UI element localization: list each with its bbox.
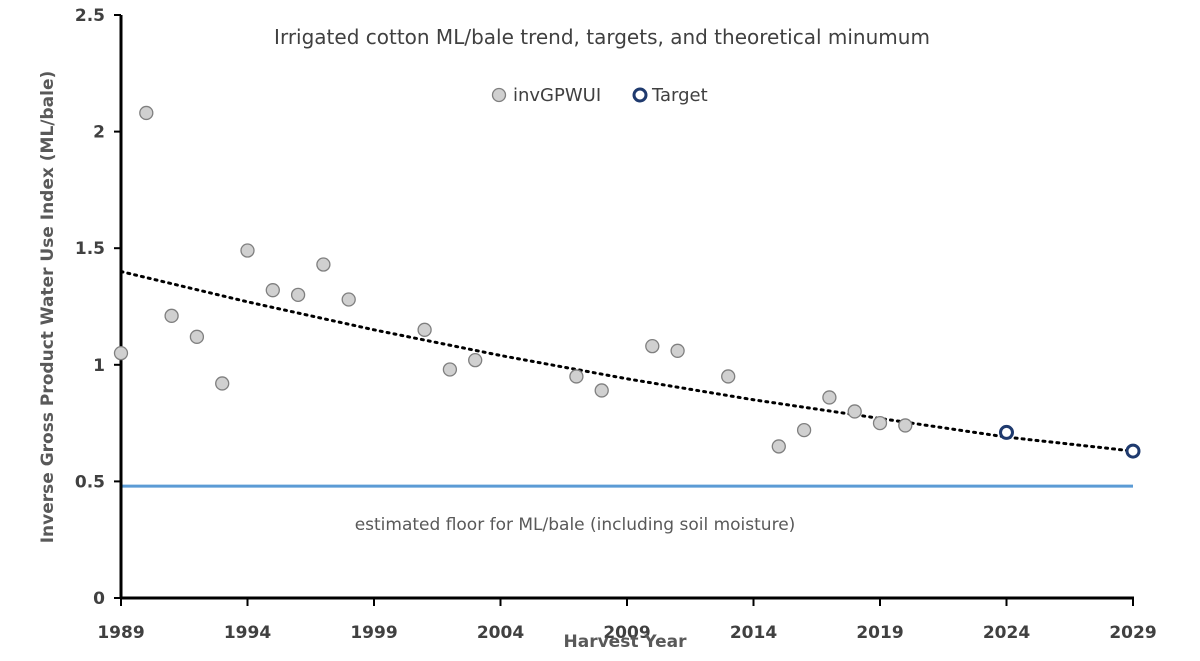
target-point: [999, 424, 1014, 440]
x-axis-title: Harvest Year: [564, 632, 688, 652]
invgpwui-point: [847, 404, 862, 419]
invgpwui-point: [113, 345, 129, 361]
y-tick-label: 0: [93, 589, 105, 609]
x-tick-label: 2019: [856, 623, 903, 643]
invgpwui-point: [771, 439, 786, 454]
x-tick-label: 2009: [603, 623, 650, 643]
legend-label-target: Target: [651, 85, 708, 106]
invgpwui-point: [670, 343, 685, 358]
invgpwui-point: [569, 369, 584, 384]
invgpwui-point: [215, 376, 230, 391]
floor-line-label: estimated floor for ML/bale (including s…: [355, 515, 796, 535]
y-tick-label: 0.5: [75, 472, 105, 492]
x-tick-label: 1994: [224, 623, 271, 643]
y-tick-label: 1.5: [75, 239, 105, 259]
invgpwui-point: [872, 415, 888, 431]
target-point: [1125, 443, 1141, 459]
y-axis-title: Inverse Gross Product Water Use Index (M…: [38, 71, 58, 544]
legend: invGPWUI Target: [491, 85, 708, 106]
invgpwui-point: [139, 105, 154, 121]
invgpwui-point: [316, 257, 331, 272]
invgpwui-point: [721, 369, 736, 384]
invgpwui-point: [822, 390, 837, 405]
x-tick-label: 2014: [730, 623, 777, 643]
invgpwui-point: [468, 352, 483, 368]
legend-marker-invgpwui: [491, 87, 507, 103]
plot-marks: 0 0.5 1 1.5 2 2.5 1989 1994 1999 2004 2009 2014 2019…: [75, 6, 1157, 643]
legend-label-invgpwui: invGPWUI: [513, 85, 601, 106]
y-tick-label: 2: [93, 123, 105, 143]
invgpwui-point: [265, 283, 280, 298]
x-tick-label: 1999: [350, 623, 397, 643]
y-tick-label: 1: [93, 356, 105, 376]
invgpwui-point: [417, 322, 432, 337]
invgpwui-point: [594, 383, 609, 398]
invgpwui-point: [189, 329, 205, 344]
x-tick-label: 2024: [983, 623, 1030, 643]
invgpwui-point: [341, 292, 356, 307]
x-tick-label: 2029: [1109, 623, 1156, 643]
legend-marker-target: [632, 87, 648, 103]
invgpwui-point: [796, 422, 812, 438]
chart-title: Irrigated cotton ML/bale trend, targets,…: [274, 25, 930, 49]
trendline: [119, 270, 1135, 453]
x-tick-label: 2004: [477, 623, 524, 643]
invgpwui-point: [645, 338, 660, 354]
invgpwui-point: [898, 418, 913, 433]
y-tick-label: 2.5: [75, 6, 105, 26]
invgpwui-point: [240, 243, 255, 258]
invgpwui-point: [164, 308, 179, 323]
invgpwui-point: [290, 287, 306, 302]
invgpwui-point: [442, 362, 458, 377]
x-tick-label: 1989: [97, 623, 144, 643]
